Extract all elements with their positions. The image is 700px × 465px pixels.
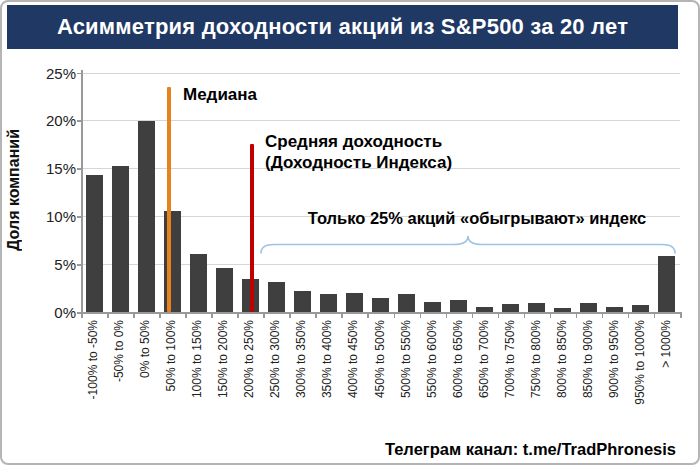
x-axis-tick (133, 312, 135, 318)
median-line (167, 87, 171, 312)
x-tick-label: 500% to 550% (399, 320, 413, 398)
x-tick-label: 0% to 50% (138, 320, 152, 378)
x-tick-label: -100% to -50% (86, 320, 100, 399)
bar (346, 293, 363, 312)
x-axis-tick (602, 312, 604, 318)
x-axis-tick (446, 312, 448, 318)
x-axis-tick (289, 312, 291, 318)
bar (86, 175, 103, 312)
x-axis-tick (81, 312, 83, 318)
bar (580, 303, 597, 312)
bar (606, 307, 623, 312)
x-tick-label: 100% to 150% (190, 320, 204, 398)
y-tick-label: 20% (30, 113, 76, 128)
x-tick-label: 750% to 800% (529, 320, 543, 398)
x-tick-label: 550% to 600% (425, 320, 439, 398)
x-tick-label: 250% to 300% (268, 320, 282, 398)
x-axis-tick (498, 312, 500, 318)
telegram-channel-label: Телеграм канал: t.me/TradPhronesis (385, 440, 676, 459)
x-axis-tick (315, 312, 317, 318)
bar (372, 298, 389, 312)
y-tick-label: 15% (30, 161, 76, 176)
x-tick-label: 600% to 650% (451, 320, 465, 398)
bar (424, 302, 441, 312)
bar (554, 308, 571, 312)
x-axis-tick (420, 312, 422, 318)
bar (190, 254, 207, 312)
x-axis-tick (367, 312, 369, 318)
x-tick-label: 150% to 200% (216, 320, 230, 398)
x-axis-tick (107, 312, 109, 318)
mean-line (250, 144, 254, 312)
x-axis-tick (654, 312, 656, 318)
x-tick-label: 400% to 450% (346, 320, 360, 398)
x-axis-tick (576, 312, 578, 318)
beat-index-label: Только 25% акций «обыгрывают» индекс (270, 209, 684, 228)
x-axis-tick (185, 312, 187, 318)
bar (320, 294, 337, 312)
y-axis (81, 70, 83, 315)
bar (528, 303, 545, 312)
x-tick-label: 450% to 500% (373, 320, 387, 398)
x-tick-label: 950% to 1000% (633, 320, 647, 405)
bar (216, 268, 233, 312)
x-axis-tick (263, 312, 265, 318)
bar (502, 304, 519, 312)
x-axis-tick (159, 312, 161, 318)
y-tick-label: 10% (30, 209, 76, 224)
x-tick-label: 900% to 950% (607, 320, 621, 398)
y-tick-label: 5% (30, 257, 76, 272)
x-axis-tick (237, 312, 239, 318)
x-axis-tick (211, 312, 213, 318)
bar (138, 121, 155, 312)
bar (268, 282, 285, 312)
mean-label: Средняя доходность (Доходность Индекса) (265, 131, 452, 173)
x-tick-label: 700% to 750% (503, 320, 517, 398)
bar (294, 291, 311, 312)
median-label: Медиана (183, 85, 257, 105)
x-axis-tick (394, 312, 396, 318)
x-axis-tick (524, 312, 526, 318)
x-axis-tick (628, 312, 630, 318)
x-axis-tick (550, 312, 552, 318)
x-tick-label: 650% to 700% (477, 320, 491, 398)
bar (658, 256, 675, 312)
x-tick-label: 800% to 850% (555, 320, 569, 398)
bar (476, 307, 493, 312)
x-tick-label: 300% to 350% (294, 320, 308, 398)
mean-label-line2: (Доходность Индекса) (265, 152, 452, 173)
x-tick-label: 850% to 900% (581, 320, 595, 398)
y-tick-label: 25% (30, 66, 76, 81)
bar (632, 305, 649, 312)
mean-label-line1: Средняя доходность (265, 131, 452, 152)
x-tick-label: 350% to 400% (320, 320, 334, 398)
x-axis-tick (341, 312, 343, 318)
bar (450, 300, 467, 312)
x-tick-label: > 1000% (659, 320, 673, 368)
x-tick-label: 200% to 250% (242, 320, 256, 398)
bar (398, 294, 415, 312)
gridline (81, 73, 680, 74)
y-tick-label: 0% (30, 305, 76, 320)
bar (112, 166, 129, 312)
plot-area: 0% 5% 10% 15% 20% 25% -100% to -50% -50% to 0% 0… (2, 2, 700, 465)
x-axis-tick (472, 312, 474, 318)
x-tick-label: -50% to 0% (112, 320, 126, 382)
chart-card: Асимметрия доходности акций из S&P500 за… (0, 0, 700, 465)
x-axis-tick (680, 312, 682, 318)
curly-brace-path (261, 236, 675, 253)
x-axis (81, 312, 681, 314)
x-tick-label: 50% to 100% (164, 320, 178, 391)
curly-brace (260, 235, 676, 257)
